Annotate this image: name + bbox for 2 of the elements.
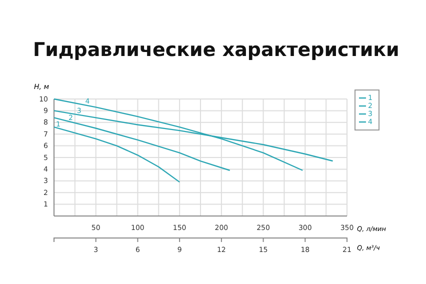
line-series (53, 126, 180, 183)
chart-title: Гидравлические характеристики (33, 39, 400, 61)
